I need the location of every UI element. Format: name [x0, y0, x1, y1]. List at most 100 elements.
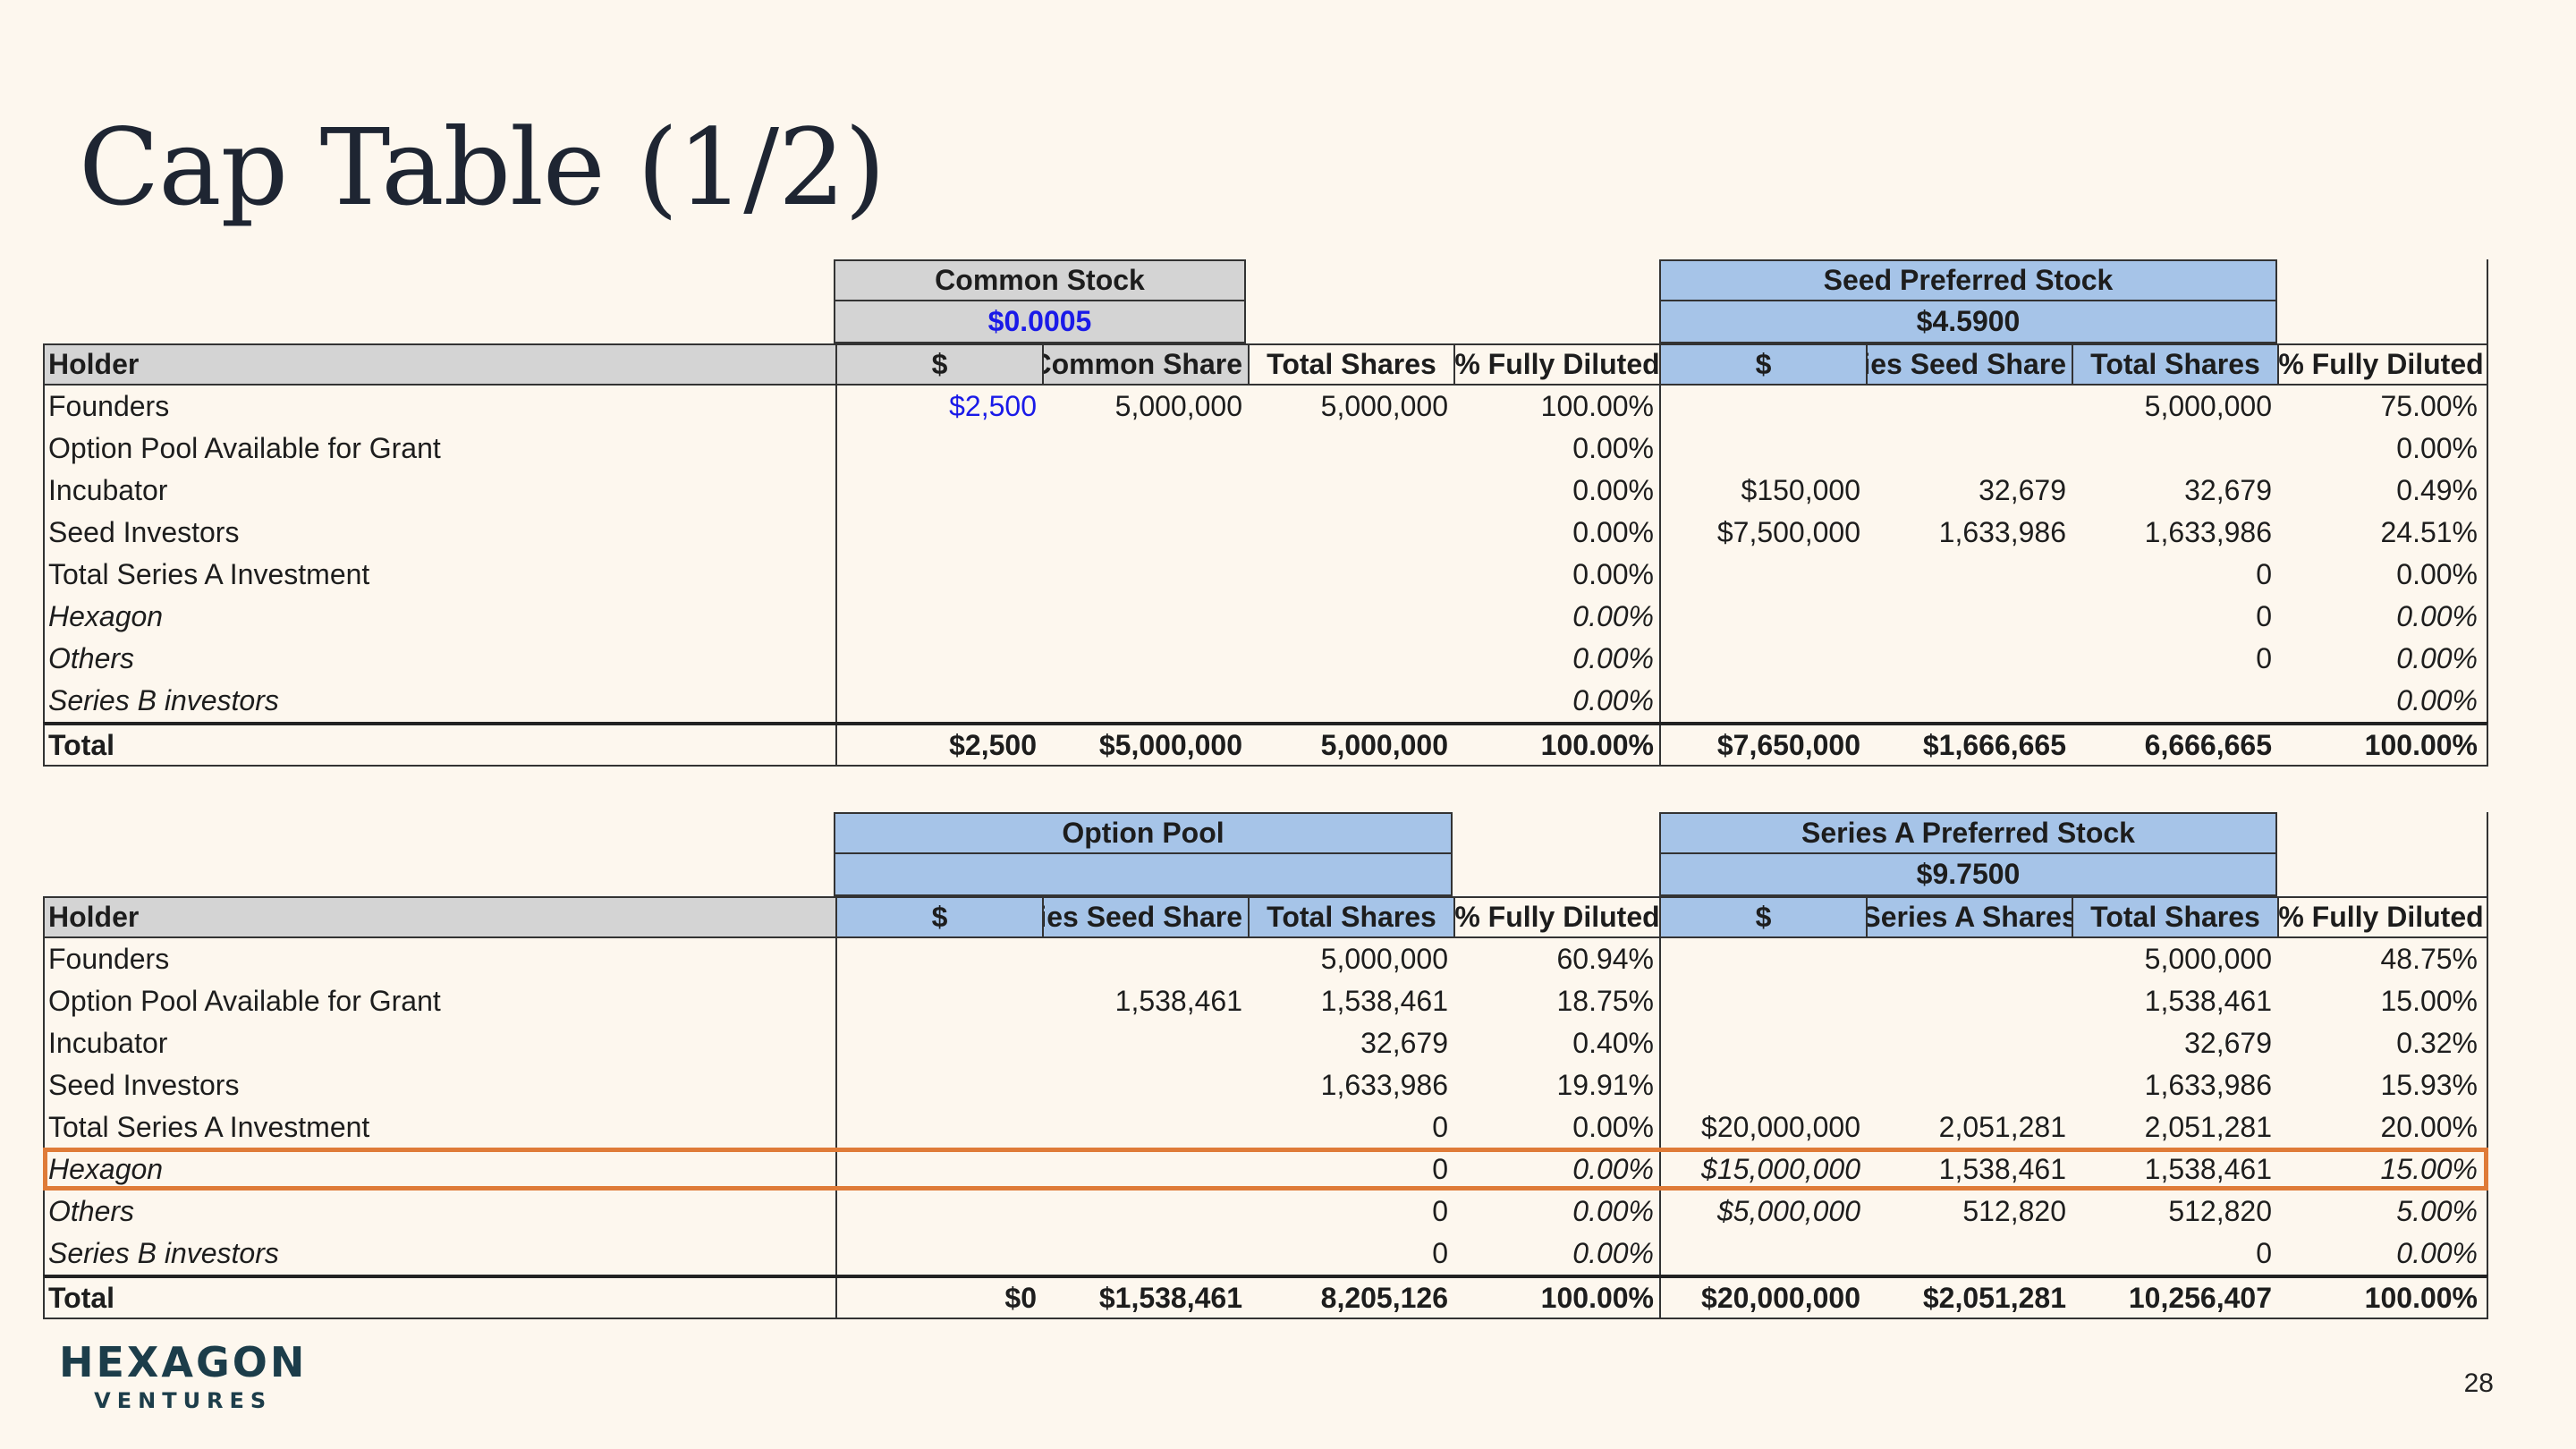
- table-cell: [1248, 554, 1453, 596]
- holder-name: Total Series A Investment: [48, 558, 370, 590]
- table-cell: 60.94%: [1556, 943, 1654, 975]
- table-cell: 100.00%: [1540, 390, 1654, 422]
- holder-name: Incubator: [48, 1027, 168, 1059]
- header-row: Holder $ Common Share Total Shares % Ful…: [43, 343, 2488, 386]
- table-cell: [835, 554, 1042, 596]
- total-cell: $20,000,000: [1659, 1278, 1866, 1318]
- table-cell: [1042, 1191, 1248, 1233]
- logo-sub-text: VENTURES: [94, 1388, 273, 1413]
- table-cell: 0: [1432, 1153, 1448, 1185]
- price-series-a-preferred: $9.7500: [1659, 854, 2277, 896]
- table-row: Hexagon 0 0.00% $15,000,000 1,538,461 1,538,4…: [43, 1148, 2488, 1191]
- table-cell: [1659, 554, 1866, 596]
- holder-name: Hexagon: [48, 600, 164, 632]
- table-cell: 1,633,986: [2144, 516, 2272, 548]
- table-cell: 0: [1432, 1195, 1448, 1227]
- holder-name: Series B investors: [48, 1237, 279, 1269]
- table-cell: [1042, 470, 1248, 512]
- table-cell: [1659, 428, 1866, 470]
- total-label: Total: [48, 729, 115, 761]
- table-cell: 32,679: [1360, 1027, 1448, 1059]
- table-cell: 0.00%: [1572, 642, 1654, 674]
- header-row: Holder $ Series Seed Share Total Shares …: [43, 896, 2488, 938]
- table-cell: 2,051,281: [1938, 1111, 2066, 1143]
- table-cell: [2072, 428, 2277, 470]
- group-band-1: Common Stock Seed Preferred Stock: [43, 259, 2488, 301]
- table-cell: [1866, 638, 2072, 680]
- table-cell: 0: [1432, 1237, 1448, 1269]
- table-cell: [1866, 1022, 2072, 1064]
- group-band-2: Option Pool Series A Preferred Stock: [43, 812, 2488, 854]
- header-total-shares: Total Shares: [1248, 898, 1453, 936]
- divider: [2487, 301, 2488, 343]
- table-cell: 1,538,461: [1938, 1153, 2066, 1185]
- table-cell: [1659, 638, 1866, 680]
- cap-table-1: Common Stock Seed Preferred Stock $0.000…: [43, 259, 2488, 767]
- table-cell: [1042, 1233, 1248, 1275]
- table-row: Founders $2,500 5,000,000 5,000,000 100.00% 5…: [43, 386, 2488, 428]
- total-cell: $2,051,281: [1922, 1282, 2066, 1314]
- header-series-seed-share: Series Seed Share: [1866, 345, 2072, 384]
- header-common-share: Common Share: [1042, 345, 1248, 384]
- table-cell: [835, 428, 1042, 470]
- table-cell: [835, 1022, 1042, 1064]
- table-cell: 5,000,000: [2144, 390, 2272, 422]
- table-cell: [835, 680, 1042, 722]
- table-cell: [1659, 680, 1866, 722]
- table-cell: [1659, 980, 1866, 1022]
- table-cell: 0.00%: [1572, 684, 1654, 716]
- total-cell: $1,666,665: [1922, 729, 2066, 761]
- table-cell: [1659, 1064, 1866, 1106]
- table-cell: 5,000,000: [1320, 390, 1448, 422]
- page-title: Cap Table (1/2): [79, 106, 886, 229]
- holder-name: Total Series A Investment: [48, 1111, 370, 1143]
- table-cell: 0.00%: [1572, 1237, 1654, 1269]
- table-cell: [1248, 428, 1453, 470]
- table-cell: $5,000,000: [1659, 1191, 1866, 1233]
- table-cell: 48.75%: [2380, 943, 2478, 975]
- table-cell: 0.00%: [2396, 558, 2478, 590]
- holder-name: Seed Investors: [48, 1069, 240, 1101]
- header-fully-diluted: % Fully Diluted: [1453, 345, 1659, 384]
- table-cell: [1248, 596, 1453, 638]
- header-series-a-shares: Series A Shares: [1866, 898, 2072, 936]
- table-cell: [1042, 512, 1248, 554]
- header-fully-diluted: % Fully Diluted: [1453, 898, 1659, 936]
- table-cell: 0.00%: [1572, 1153, 1654, 1185]
- table-cell: [1659, 386, 1866, 428]
- header-dollars: $: [1659, 345, 1866, 384]
- table-cell: [1042, 680, 1248, 722]
- table-cell: [1659, 938, 1866, 980]
- table-cell: [1042, 1064, 1248, 1106]
- table-cell: 18.75%: [1556, 985, 1654, 1017]
- table-cell: [1866, 1064, 2072, 1106]
- header-total-shares: Total Shares: [2072, 345, 2277, 384]
- table-cell: [1659, 1022, 1866, 1064]
- table-row: Seed Investors 1,633,986 19.91% 1,633,986 15…: [43, 1064, 2488, 1106]
- total-cell: $1,538,461: [1098, 1282, 1242, 1314]
- table-cell: [835, 470, 1042, 512]
- table-cell: $15,000,000: [1659, 1148, 1866, 1191]
- holder-name: Founders: [48, 943, 170, 975]
- table-cell: [1042, 554, 1248, 596]
- holder-name: Hexagon: [48, 1153, 164, 1185]
- table-row: Others 0 0.00% $5,000,000 512,820 512,820 5.00…: [43, 1191, 2488, 1233]
- page-number: 28: [2463, 1368, 2494, 1398]
- holder-name: Founders: [48, 390, 170, 422]
- table-cell: 2,051,281: [2144, 1111, 2272, 1143]
- table-cell: [1659, 1233, 1866, 1275]
- header-series-seed-share: Series Seed Share: [1042, 898, 1248, 936]
- table-cell: 15.93%: [2380, 1069, 2478, 1101]
- table-cell: [835, 1191, 1042, 1233]
- table-cell: 5,000,000: [1114, 390, 1242, 422]
- price-option-pool: [834, 854, 1453, 896]
- table-cell: [1866, 1233, 2072, 1275]
- table-cell: [835, 1106, 1042, 1148]
- divider: [2487, 854, 2488, 896]
- table-cell: 0.00%: [2396, 600, 2478, 632]
- table-cell: [835, 512, 1042, 554]
- table-cell: 512,820: [1962, 1195, 2066, 1227]
- table-row: Others 0.00% 0 0.00%: [43, 638, 2488, 680]
- table-cell: [1248, 470, 1453, 512]
- total-cell: 8,205,126: [1320, 1282, 1448, 1314]
